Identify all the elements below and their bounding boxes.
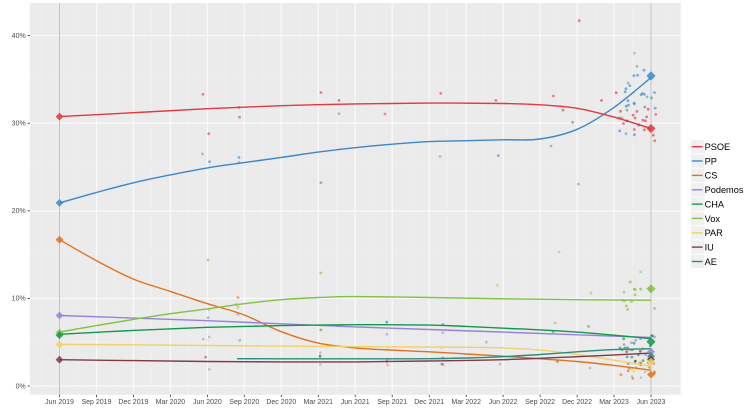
svg-text:Dec 2022: Dec 2022 (562, 399, 592, 406)
svg-text:AE: AE (705, 257, 717, 267)
svg-text:Jun 2021: Jun 2021 (341, 399, 370, 406)
svg-text:PAR: PAR (705, 228, 724, 238)
svg-text:10%: 10% (12, 296, 26, 303)
svg-text:0%: 0% (16, 383, 26, 390)
svg-text:Jun 2022: Jun 2022 (489, 399, 518, 406)
svg-text:Mar 2022: Mar 2022 (451, 399, 481, 406)
svg-text:PSOE: PSOE (705, 142, 731, 152)
svg-text:20%: 20% (12, 208, 26, 215)
svg-text:IU: IU (705, 242, 714, 252)
svg-text:Dec 2020: Dec 2020 (266, 399, 296, 406)
svg-text:30%: 30% (12, 121, 26, 128)
svg-text:Dec 2021: Dec 2021 (414, 399, 444, 406)
svg-text:Jun 2023: Jun 2023 (637, 399, 666, 406)
svg-text:40%: 40% (12, 33, 26, 40)
svg-text:Sep 2020: Sep 2020 (229, 399, 259, 406)
svg-text:Jun 2020: Jun 2020 (193, 399, 222, 406)
svg-text:Mar 2023: Mar 2023 (599, 399, 629, 406)
svg-text:CS: CS (705, 171, 718, 181)
svg-text:Mar 2021: Mar 2021 (304, 399, 334, 406)
svg-text:Sep 2022: Sep 2022 (525, 399, 555, 406)
svg-text:Dec 2019: Dec 2019 (118, 399, 148, 406)
svg-text:Podemos: Podemos (705, 185, 744, 195)
svg-text:CHA: CHA (705, 199, 725, 209)
svg-text:Sep 2021: Sep 2021 (377, 399, 407, 406)
svg-text:PP: PP (705, 156, 717, 166)
svg-text:Mar 2020: Mar 2020 (156, 399, 186, 406)
svg-text:Sep 2019: Sep 2019 (82, 399, 112, 406)
svg-text:Vox: Vox (705, 214, 721, 224)
svg-text:Jun 2019: Jun 2019 (45, 399, 74, 406)
